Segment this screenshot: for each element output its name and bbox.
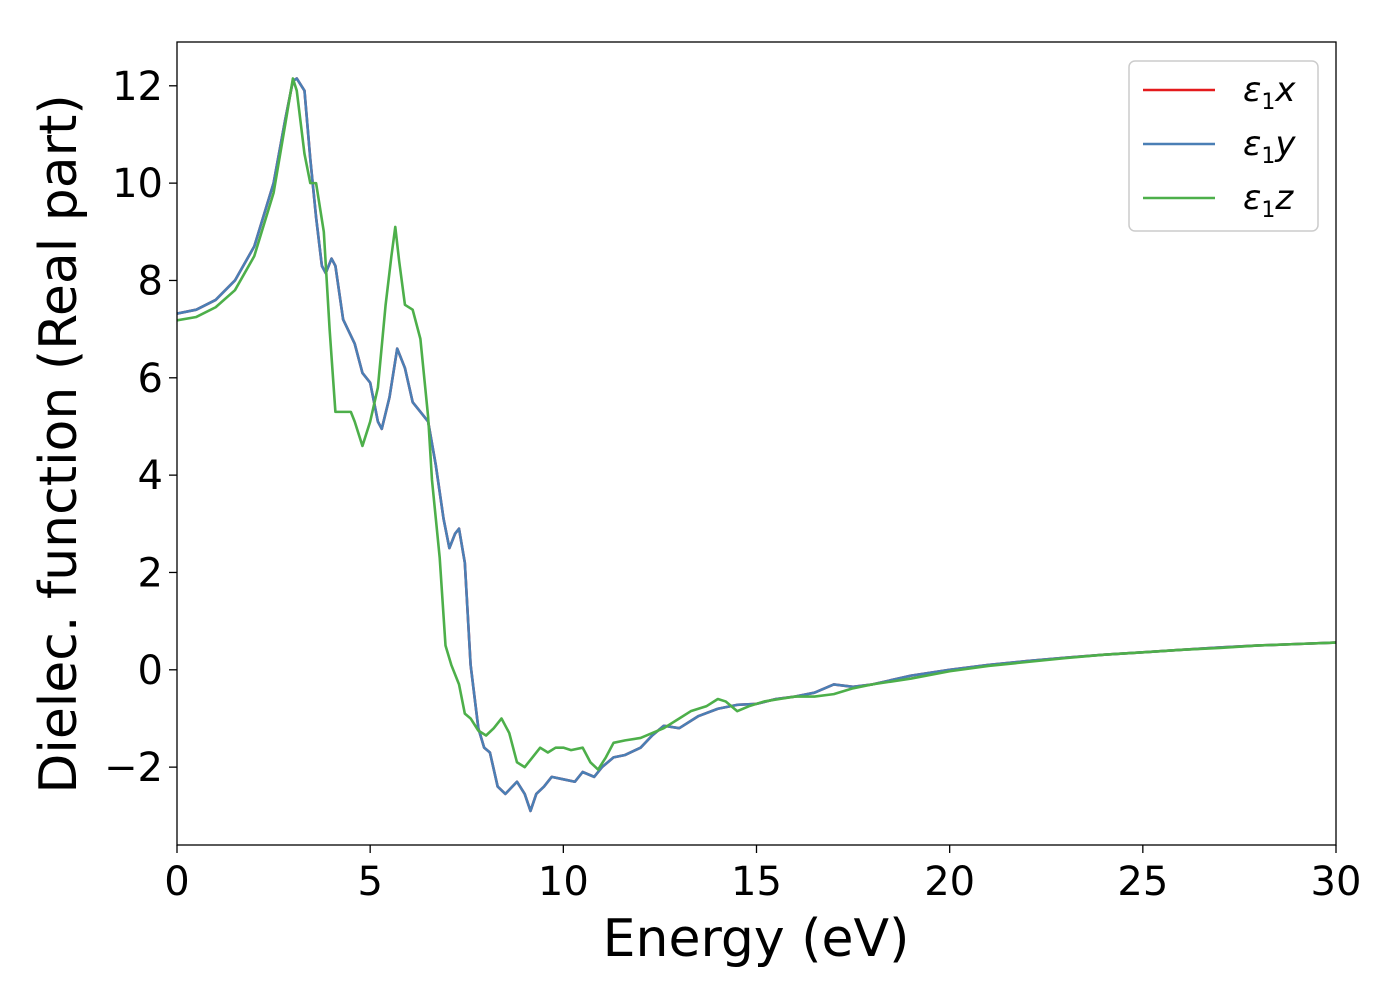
- y-tick-label: 0: [138, 648, 163, 694]
- y-axis-label: Dielec. function (Real part): [29, 94, 89, 793]
- x-axis-label: Energy (eV): [603, 909, 910, 969]
- y-tick-label: 8: [138, 258, 163, 304]
- legend-label-x: ε1x: [1243, 70, 1296, 115]
- x-tick-label: 10: [538, 859, 589, 905]
- y-axis: −2 0 2 4 6 8 10 12: [104, 64, 177, 791]
- x-tick-label: 15: [731, 859, 782, 905]
- y-tick-label: 4: [138, 453, 163, 499]
- y-tick-label: 10: [112, 161, 163, 207]
- x-tick-label: 5: [357, 859, 382, 905]
- x-tick-label: 30: [1311, 859, 1362, 905]
- plot-area: [177, 77, 1336, 813]
- series-line-z: [177, 77, 1336, 771]
- y-tick-label: −2: [104, 745, 163, 791]
- y-tick-label: 6: [138, 356, 163, 402]
- x-tick-label: 0: [164, 859, 189, 905]
- x-tick-label: 25: [1117, 859, 1168, 905]
- legend-box: [1128, 60, 1319, 232]
- legend-label-z: ε1z: [1243, 178, 1294, 223]
- y-tick-label: 2: [138, 550, 163, 596]
- x-tick-label: 20: [924, 859, 975, 905]
- y-tick-label: 12: [112, 64, 163, 110]
- legend-label-y: ε1y: [1243, 124, 1296, 169]
- x-axis: 0 5 10 15 20 25 30: [164, 845, 1361, 905]
- legend: ε1x ε1y ε1z: [1128, 60, 1319, 232]
